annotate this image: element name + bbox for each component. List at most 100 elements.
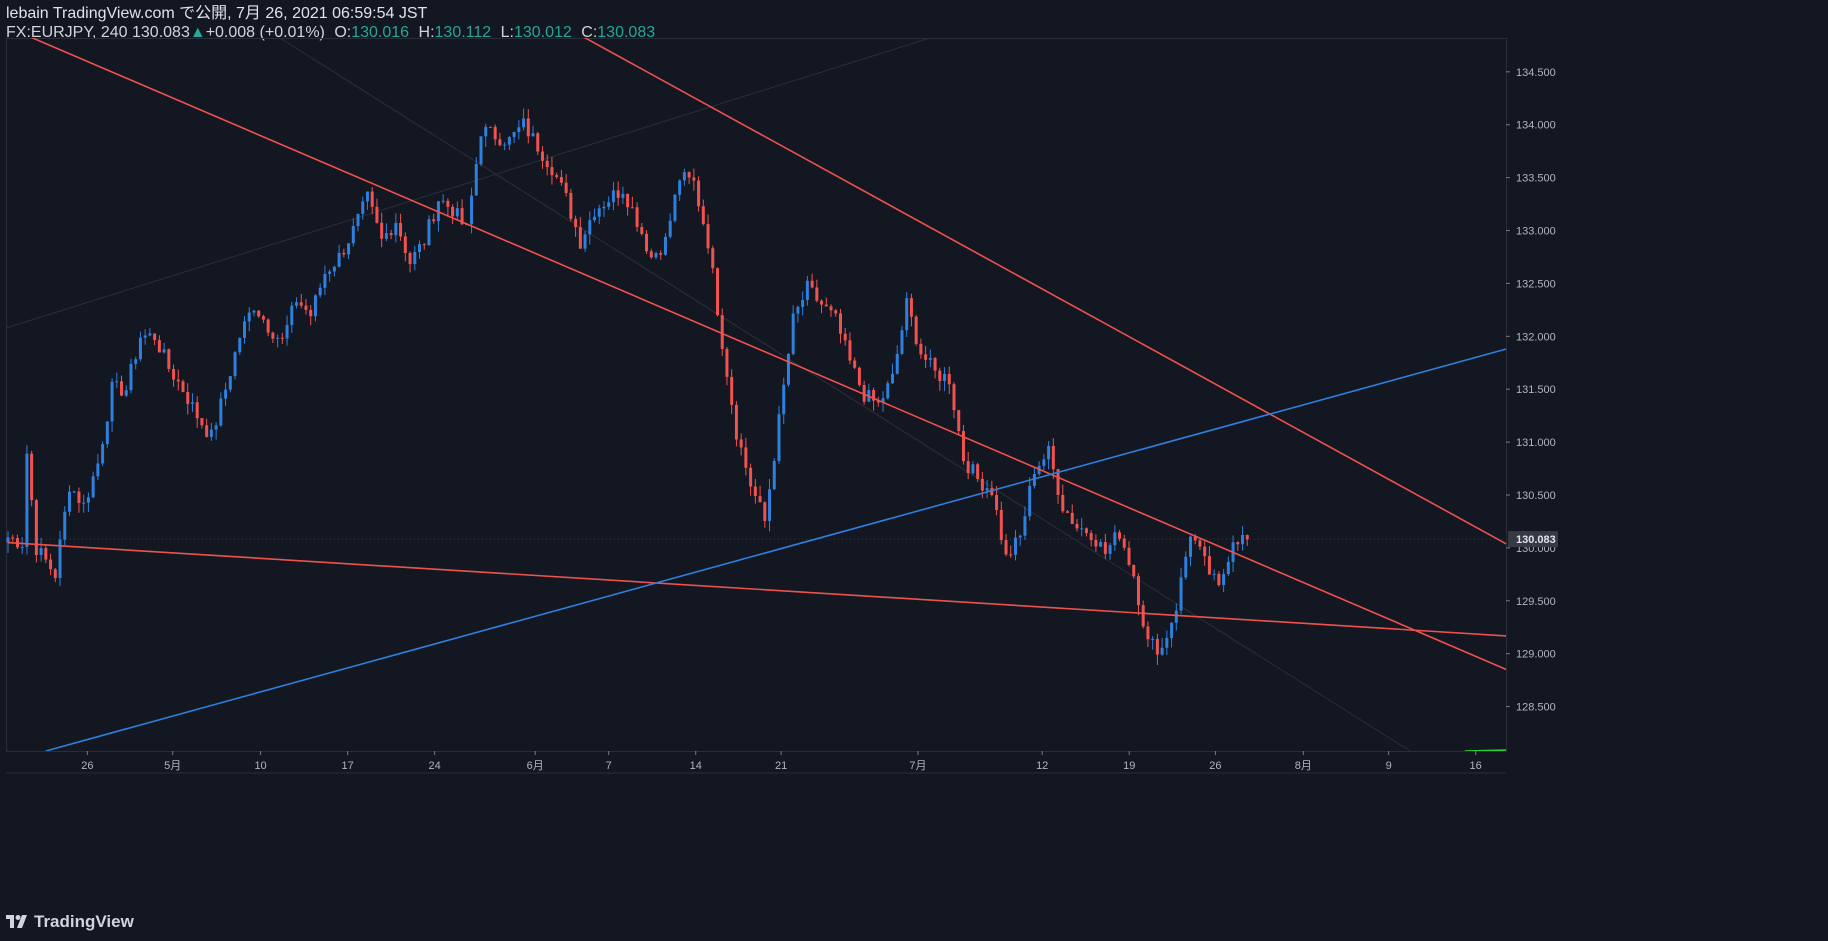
candle-body	[711, 248, 715, 269]
candle	[219, 392, 223, 427]
candle	[1113, 525, 1117, 551]
candle-body	[285, 325, 289, 339]
candle	[1184, 551, 1188, 580]
candle-body	[1170, 622, 1174, 639]
candle	[900, 325, 904, 356]
candle	[1179, 567, 1183, 615]
close-value: 130.083	[597, 24, 656, 41]
candle-body	[517, 127, 521, 132]
candle	[578, 217, 582, 249]
candle	[881, 391, 885, 412]
candle	[238, 337, 242, 355]
candle	[134, 356, 138, 370]
candle-body	[957, 410, 961, 432]
candle	[1094, 534, 1098, 552]
candle-body	[947, 373, 951, 385]
candle	[157, 335, 161, 353]
tradingview-logo[interactable]: TradingView	[6, 912, 134, 932]
candle	[53, 567, 57, 583]
candle-body	[1245, 534, 1249, 540]
candle	[919, 338, 923, 359]
candle-body	[924, 354, 928, 360]
candle-body	[744, 447, 748, 468]
x-tick-label: 17	[341, 760, 353, 772]
candle-body	[990, 488, 994, 496]
symbol-label[interactable]: FX:EURJPY, 240	[6, 24, 128, 41]
candle	[1236, 541, 1240, 551]
candle-body	[247, 312, 251, 322]
candle	[67, 485, 71, 516]
plot-frame	[6, 38, 1507, 752]
candle	[1226, 556, 1230, 577]
candle-body	[356, 213, 360, 227]
candle	[209, 422, 213, 441]
candle-body	[271, 332, 275, 339]
candle	[332, 265, 336, 277]
candle-body	[640, 226, 644, 234]
candle	[20, 537, 24, 554]
trend-line-blue	[45, 348, 1506, 751]
candle-body	[375, 206, 379, 223]
candle	[1103, 533, 1107, 560]
candle	[706, 214, 710, 254]
candle	[663, 233, 667, 256]
y-tick-label: 131.000	[1516, 437, 1556, 449]
candle	[394, 213, 398, 243]
candle-body	[1080, 528, 1084, 530]
candle	[30, 450, 34, 507]
candle	[484, 123, 488, 147]
candle	[148, 328, 152, 337]
candle-body	[1146, 626, 1150, 640]
candle-body	[876, 400, 880, 403]
candle-body	[1028, 485, 1032, 517]
candle	[1099, 539, 1103, 548]
candle	[304, 299, 308, 315]
candle-body	[574, 218, 578, 228]
candle-body	[1013, 537, 1017, 555]
x-tick-label: 6月	[527, 760, 544, 772]
candle	[413, 246, 417, 271]
candle-body	[318, 287, 322, 296]
candle	[1245, 534, 1249, 546]
candle-body	[299, 302, 303, 306]
candle	[1222, 569, 1226, 593]
candle-body	[493, 126, 497, 140]
candle	[507, 136, 511, 150]
candle	[971, 461, 975, 475]
x-tick-label: 26	[1209, 760, 1221, 772]
candle	[645, 230, 649, 254]
candle	[455, 201, 459, 221]
candle	[763, 501, 767, 528]
candle-body	[110, 381, 114, 422]
candle	[493, 124, 497, 146]
candle	[432, 213, 436, 224]
candle-body	[725, 348, 729, 377]
candle	[720, 308, 724, 356]
candle-body	[96, 463, 100, 477]
x-tick-label: 19	[1123, 760, 1135, 772]
candle	[999, 501, 1003, 545]
candle	[347, 243, 351, 260]
candle	[181, 379, 185, 393]
candle-body	[474, 164, 478, 196]
candle-body	[753, 486, 757, 497]
candle-body	[507, 137, 511, 145]
candle	[389, 229, 393, 240]
candle	[961, 424, 965, 465]
candle-body	[716, 268, 719, 316]
candle-body	[134, 359, 138, 364]
candle-body	[786, 353, 790, 385]
candle	[96, 454, 100, 480]
candle-body	[905, 298, 909, 331]
candle	[1023, 506, 1027, 540]
candle	[886, 380, 890, 400]
candle	[957, 409, 961, 435]
candle	[370, 187, 374, 215]
candle	[725, 346, 729, 386]
candle	[252, 309, 256, 317]
candle	[313, 294, 317, 322]
candle-body	[961, 431, 965, 462]
candle-body	[706, 224, 710, 249]
candle	[711, 245, 715, 274]
